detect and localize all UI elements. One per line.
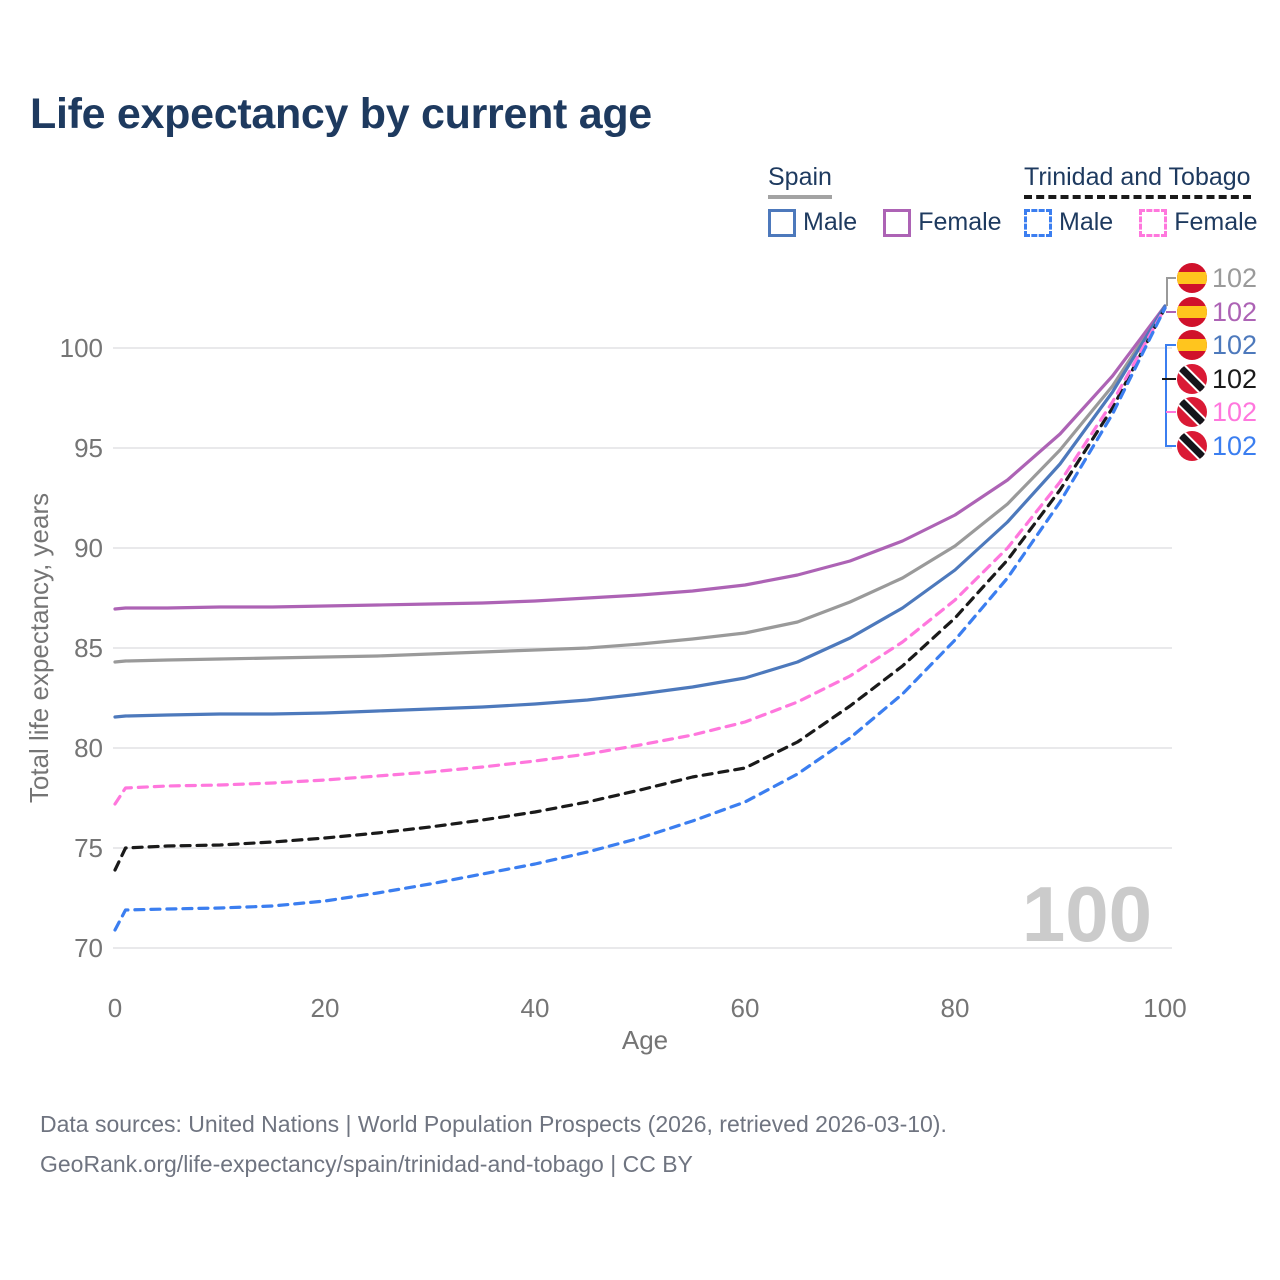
y-tick-label: 100 [60, 333, 103, 363]
footer: Data sources: United Nations | World Pop… [40, 1104, 947, 1184]
legend-title-trinidad-and-tobago: Trinidad and Tobago [1024, 163, 1251, 199]
legend-item-tt-male[interactable]: Male [1024, 208, 1113, 237]
series-line-trinidad-and-tobago-female [113, 306, 1167, 806]
legend-title-spain: Spain [768, 163, 832, 199]
flag-stripe-black [1177, 431, 1207, 461]
y-tick-label: 90 [74, 533, 103, 563]
end-value-label: 102 [1212, 397, 1257, 427]
legend-item-spain-male[interactable]: Male [768, 208, 857, 237]
legend-item-spain-female[interactable]: Female [883, 208, 1002, 237]
y-tick-label: 75 [74, 833, 103, 863]
series-line-spain-total [113, 304, 1167, 664]
data-source-text: Data sources: United Nations | World Pop… [40, 1111, 947, 1137]
series-line-trinidad-and-tobago-total [113, 306, 1167, 872]
attribution-link-text[interactable]: GeoRank.org/life-expectancy/spain/trinid… [40, 1151, 693, 1177]
x-tick-label: 40 [521, 993, 550, 1023]
legend-item-label: Female [918, 208, 1002, 236]
spain-flag-icon [1177, 263, 1207, 293]
end-label-connector [1166, 277, 1176, 306]
age-counter-watermark: 100 [1022, 870, 1152, 958]
tt-female-swatch-icon [1139, 208, 1168, 237]
y-axis-title: Total life expectancy, years [24, 493, 54, 803]
flag-band [1177, 272, 1207, 284]
y-tick-label: 80 [74, 733, 103, 763]
x-tick-label: 20 [311, 993, 340, 1023]
x-axis-title: Age [622, 1025, 668, 1055]
x-tick-label: 80 [941, 993, 970, 1023]
end-label-connector [1165, 344, 1176, 447]
flag-stripe-black [1177, 397, 1207, 427]
x-tick-label: 100 [1143, 993, 1186, 1023]
trinidad-and-tobago-flag-icon [1177, 397, 1207, 427]
legend-item-label: Male [803, 208, 858, 236]
x-tick-label: 60 [731, 993, 760, 1023]
series-line-trinidad-and-tobago-male [113, 306, 1167, 932]
legend-group-spain: Spain Male Female [768, 163, 1002, 237]
flag-band [1177, 306, 1207, 318]
end-value-label: 102 [1212, 330, 1257, 360]
flag-band [1177, 339, 1207, 351]
legend-item-tt-female[interactable]: Female [1139, 208, 1258, 237]
page-title: Life expectancy by current age [30, 90, 652, 138]
series-line-spain-female [113, 304, 1167, 611]
spain-male-swatch-icon [768, 208, 796, 237]
end-value-label: 102 [1212, 364, 1257, 394]
spain-female-swatch-icon [883, 208, 912, 237]
y-tick-label: 70 [74, 933, 103, 963]
legend-item-label: Male [1059, 208, 1114, 236]
legend-item-label: Female [1174, 208, 1258, 236]
x-tick-label: 0 [108, 993, 122, 1023]
y-tick-label: 85 [74, 633, 103, 663]
spain-flag-icon [1177, 297, 1207, 327]
flag-stripe-black [1177, 364, 1207, 394]
end-value-label: 102 [1212, 431, 1257, 461]
y-tick-label: 95 [74, 433, 103, 463]
legend-group-trinidad-and-tobago: Trinidad and Tobago Male Female [1024, 163, 1258, 237]
spain-flag-icon [1177, 330, 1207, 360]
end-value-label: 102 [1212, 297, 1257, 327]
trinidad-and-tobago-flag-icon [1177, 364, 1207, 394]
trinidad-and-tobago-flag-icon [1177, 431, 1207, 461]
tt-male-swatch-icon [1024, 208, 1052, 237]
series-line-spain-male [113, 304, 1167, 719]
legend-row-spain: Male Female [768, 208, 1002, 237]
legend-row-trinidad-and-tobago: Male Female [1024, 208, 1258, 237]
end-value-label: 102 [1212, 263, 1257, 293]
